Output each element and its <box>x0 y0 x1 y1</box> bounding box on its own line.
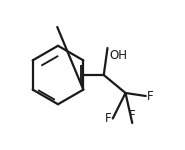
Text: F: F <box>129 109 136 122</box>
Text: OH: OH <box>109 49 127 62</box>
Text: F: F <box>147 90 154 102</box>
Text: F: F <box>105 112 111 125</box>
